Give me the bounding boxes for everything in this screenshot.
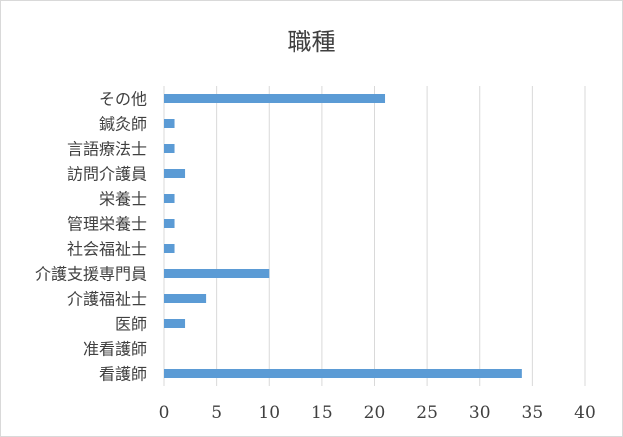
category-label: 鍼灸師 xyxy=(99,115,147,134)
bar xyxy=(164,94,386,103)
x-tick-label: 0 xyxy=(159,403,170,423)
category-label: その他 xyxy=(99,90,147,109)
category-label: 栄養士 xyxy=(99,190,147,209)
category-label: 管理栄養士 xyxy=(67,215,147,234)
x-tick-label: 25 xyxy=(416,403,438,423)
bar xyxy=(164,269,270,278)
bar xyxy=(164,369,522,378)
bar xyxy=(164,119,175,128)
category-label: 介護福祉士 xyxy=(67,290,147,309)
x-tick-label: 30 xyxy=(469,403,491,423)
bar xyxy=(164,294,207,303)
bar xyxy=(164,319,186,328)
category-label: 准看護師 xyxy=(83,340,147,359)
bar xyxy=(164,169,186,178)
x-tick-label: 15 xyxy=(311,403,333,423)
category-label: 看護師 xyxy=(99,365,147,384)
bars xyxy=(164,94,522,378)
bar xyxy=(164,244,175,253)
gridlines xyxy=(163,86,586,386)
x-tick-label: 40 xyxy=(574,403,596,423)
x-tick-label: 20 xyxy=(364,403,386,423)
x-tick-label: 5 xyxy=(211,403,222,423)
x-tick-label: 10 xyxy=(258,403,280,423)
x-tick-label: 35 xyxy=(522,403,544,423)
bar xyxy=(164,219,175,228)
category-label: 介護支援専門員 xyxy=(35,265,147,284)
category-label: 訪問介護員 xyxy=(67,165,147,184)
chart-title: 職種 xyxy=(287,28,336,56)
category-label: 社会福祉士 xyxy=(67,240,147,259)
x-tick-labels: 0 5 10 15 20 25 30 35 40 xyxy=(159,403,596,423)
bar xyxy=(164,144,175,153)
category-labels: その他鍼灸師言語療法士訪問介護員栄養士管理栄養士社会福祉士介護支援専門員介護福祉… xyxy=(35,90,147,384)
category-label: 医師 xyxy=(115,315,147,334)
category-label: 言語療法士 xyxy=(67,140,147,159)
bar xyxy=(164,194,175,203)
